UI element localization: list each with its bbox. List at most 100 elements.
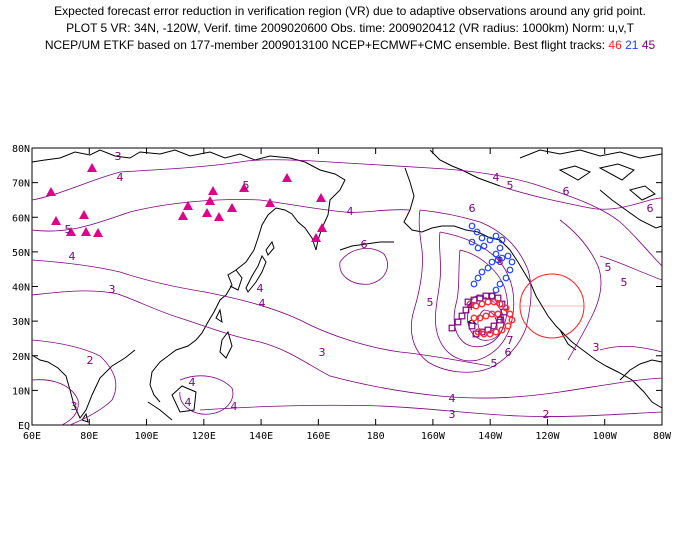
contour-label: 5 (491, 357, 498, 370)
track-point-red (484, 298, 492, 306)
track-point-red (476, 314, 484, 322)
lon-label: 160E (306, 431, 330, 442)
track-point-blue (492, 286, 500, 294)
track-point-purple (468, 322, 476, 330)
obs-site (227, 203, 237, 212)
contour-label: 4 (231, 400, 238, 413)
track-point-blue (494, 256, 502, 264)
track-point-blue (470, 280, 478, 288)
contour-label: 6 (469, 202, 476, 215)
contour-label: 3 (319, 346, 326, 359)
track-point-blue (502, 274, 510, 282)
contour-label: 4 (185, 396, 192, 409)
lon-label: 80E (80, 431, 98, 442)
track-point-blue (473, 228, 481, 236)
track-point-red (488, 310, 496, 318)
contour-label: 3 (449, 408, 456, 421)
contour-label: 4 (69, 250, 76, 263)
track-point-red (496, 300, 504, 308)
lat-label: 60N (12, 213, 30, 224)
lat-label: 10N (12, 386, 30, 397)
track-point-purple (494, 294, 502, 302)
contour-label: 5 (507, 179, 514, 192)
lat-label: 40N (12, 283, 30, 294)
track-point-blue (484, 264, 492, 272)
contour-label: 7 (507, 334, 514, 347)
track-point-purple (496, 316, 504, 324)
contours (31, 159, 663, 426)
track-point-red (486, 330, 494, 338)
track-point-purple (458, 312, 466, 320)
lon-label: 100E (134, 431, 158, 442)
track-point-purple (472, 330, 480, 338)
obs-site (93, 228, 103, 237)
obs-site (316, 193, 326, 202)
figure-title: Expected forecast error reduction in ver… (0, 0, 700, 70)
lat-label: 20N (12, 352, 30, 363)
track-point-blue (474, 274, 482, 282)
track-point-purple (462, 306, 470, 314)
contour-label: 4 (347, 205, 354, 218)
track-point-red (472, 302, 480, 310)
lon-label: 80W (653, 431, 672, 442)
track-point-purple (490, 322, 498, 330)
track-point-blue (492, 250, 500, 258)
obs-site (317, 223, 327, 232)
contour-label: 6 (505, 346, 512, 359)
observation-sites (46, 163, 327, 242)
contour-label: 4 (467, 300, 474, 313)
track-point-red (504, 322, 512, 330)
contour-label: 3 (109, 283, 116, 296)
lat-label: 30N (12, 317, 30, 328)
obs-site (178, 211, 188, 220)
contour-label: 6 (361, 238, 368, 251)
obs-site (183, 201, 193, 210)
contour-label: 2 (543, 408, 550, 421)
track-label-blue: 21 (625, 38, 639, 52)
contour-label: 8 (497, 255, 504, 268)
track-point-purple (454, 318, 462, 326)
obs-site (87, 163, 97, 172)
lat-axis: 80N 70N 60N 50N 40N 30N 20N 10N EQ (12, 144, 662, 432)
track-point-blue (488, 258, 496, 266)
track-point-purple (448, 324, 456, 332)
obs-site (66, 227, 76, 236)
lon-axis: 60E 80E 100E 120E 140E 160E 180 160W 140W 120W 100… (23, 148, 672, 442)
lon-label: 140W (478, 431, 503, 442)
track-point-blue (468, 238, 476, 246)
track-label-purple: 45 (641, 38, 656, 52)
title-line-1: Expected forecast error reduction in ver… (54, 4, 646, 18)
contour-label: 3 (593, 341, 600, 354)
obs-site (202, 208, 212, 217)
contour-label: 4 (449, 392, 456, 405)
track-point-blue (504, 252, 512, 260)
flight-tracks (448, 222, 516, 338)
lon-label: 60E (23, 431, 41, 442)
track-point-blue (496, 244, 504, 252)
title-line-3: NCEP/UM ETKF based on 177-member 2009013… (0, 38, 700, 52)
track-point-red (498, 326, 506, 334)
track-point-blue (486, 236, 494, 244)
track-point-red (482, 312, 490, 320)
track-point-red (474, 328, 482, 336)
lat-label: 50N (12, 248, 30, 259)
track-point-red (506, 310, 514, 318)
track-point-red (470, 314, 478, 322)
contour-label: 5 (243, 179, 250, 192)
track-point-blue (468, 222, 476, 230)
contour-label: 5 (427, 296, 434, 309)
obs-site (81, 227, 91, 236)
contour-label: 3 (71, 400, 78, 413)
contour-label: 5 (65, 223, 72, 236)
contour-label: 4 (497, 312, 504, 325)
track-point-blue (474, 244, 482, 252)
lat-label: 70N (12, 179, 30, 190)
track-point-blue (480, 242, 488, 250)
obs-site (282, 173, 292, 182)
contour-label: 6 (647, 202, 654, 215)
lat-label: 80N (12, 144, 30, 155)
track-point-red (466, 300, 474, 308)
contour-label: 5 (605, 261, 612, 274)
